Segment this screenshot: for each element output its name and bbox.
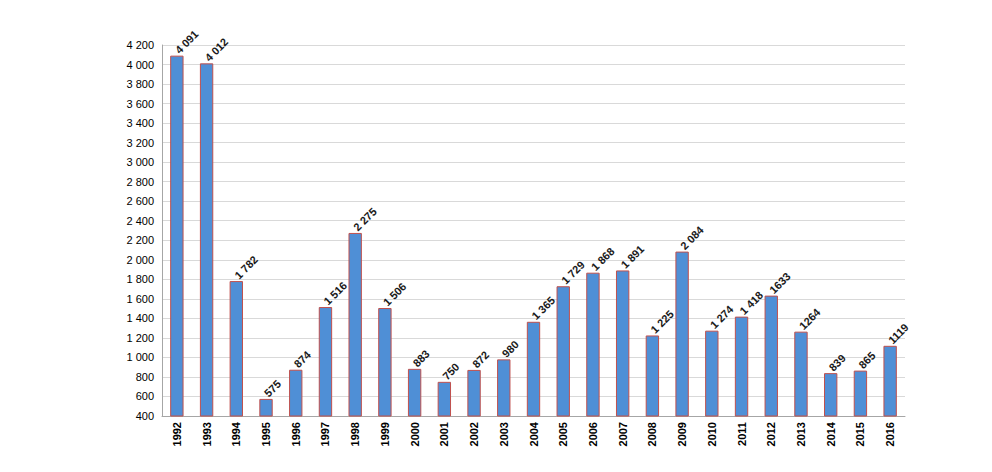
svg-text:750: 750 [440, 361, 461, 382]
svg-text:1 506: 1 506 [381, 280, 409, 308]
svg-text:575: 575 [262, 378, 283, 399]
svg-text:4 000: 4 000 [126, 59, 154, 71]
svg-text:1 365: 1 365 [529, 294, 557, 322]
svg-text:1 516: 1 516 [321, 279, 349, 307]
svg-text:2012: 2012 [765, 422, 777, 446]
svg-text:2016: 2016 [884, 422, 896, 446]
svg-text:3 600: 3 600 [126, 98, 154, 110]
svg-text:1 800: 1 800 [126, 273, 154, 285]
svg-text:1992: 1992 [171, 422, 183, 446]
svg-text:1 274: 1 274 [708, 302, 737, 331]
svg-text:2005: 2005 [557, 422, 569, 446]
svg-text:1 200: 1 200 [126, 332, 154, 344]
svg-text:2003: 2003 [498, 422, 510, 446]
svg-text:3 400: 3 400 [126, 117, 154, 129]
svg-text:2 400: 2 400 [126, 215, 154, 227]
svg-text:1 891: 1 891 [618, 243, 646, 271]
svg-text:4 012: 4 012 [202, 36, 230, 64]
svg-text:1633: 1633 [767, 270, 793, 296]
svg-text:2002: 2002 [468, 422, 480, 446]
svg-text:980: 980 [500, 338, 521, 359]
svg-text:1 600: 1 600 [126, 293, 154, 305]
svg-text:400: 400 [136, 410, 154, 422]
svg-text:874: 874 [291, 348, 313, 370]
svg-text:2004: 2004 [528, 421, 540, 446]
svg-text:3 800: 3 800 [126, 78, 154, 90]
svg-text:2008: 2008 [646, 422, 658, 446]
svg-text:2 800: 2 800 [126, 176, 154, 188]
svg-text:1 868: 1 868 [589, 245, 617, 273]
svg-text:2 200: 2 200 [126, 234, 154, 246]
svg-text:2000: 2000 [409, 422, 421, 446]
svg-text:2014: 2014 [825, 421, 837, 446]
svg-text:800: 800 [136, 371, 154, 383]
svg-text:3 000: 3 000 [126, 156, 154, 168]
svg-text:1 729: 1 729 [559, 259, 587, 287]
svg-text:2011: 2011 [736, 422, 748, 446]
svg-text:1 418: 1 418 [737, 289, 765, 317]
svg-text:1 400: 1 400 [126, 312, 154, 324]
svg-text:1 000: 1 000 [126, 351, 154, 363]
svg-text:2001: 2001 [438, 422, 450, 446]
svg-text:1997: 1997 [319, 422, 331, 446]
svg-text:1 225: 1 225 [648, 308, 676, 336]
svg-text:865: 865 [856, 349, 877, 370]
svg-text:2007: 2007 [617, 422, 629, 446]
svg-text:1996: 1996 [290, 422, 302, 446]
svg-text:2 084: 2 084 [678, 223, 707, 252]
svg-text:2 000: 2 000 [126, 254, 154, 266]
svg-text:1119: 1119 [886, 321, 911, 346]
svg-text:872: 872 [470, 349, 491, 370]
svg-text:4 200: 4 200 [126, 39, 154, 51]
svg-text:1998: 1998 [349, 422, 361, 446]
svg-text:2 275: 2 275 [351, 205, 379, 233]
svg-text:839: 839 [826, 352, 847, 373]
svg-text:600: 600 [136, 390, 154, 402]
svg-text:2006: 2006 [587, 422, 599, 446]
svg-text:883: 883 [410, 348, 431, 369]
svg-text:1995: 1995 [260, 422, 272, 446]
svg-text:1993: 1993 [201, 422, 213, 446]
svg-text:3 200: 3 200 [126, 137, 154, 149]
svg-text:2010: 2010 [706, 422, 718, 446]
svg-text:1999: 1999 [379, 422, 391, 446]
svg-text:2 600: 2 600 [126, 195, 154, 207]
svg-text:4 091: 4 091 [173, 28, 201, 56]
svg-text:2013: 2013 [795, 422, 807, 446]
svg-text:1 782: 1 782 [232, 253, 260, 281]
svg-text:2009: 2009 [676, 422, 688, 446]
svg-text:1264: 1264 [797, 305, 823, 331]
svg-text:1994: 1994 [230, 421, 242, 446]
svg-text:2015: 2015 [854, 422, 866, 446]
